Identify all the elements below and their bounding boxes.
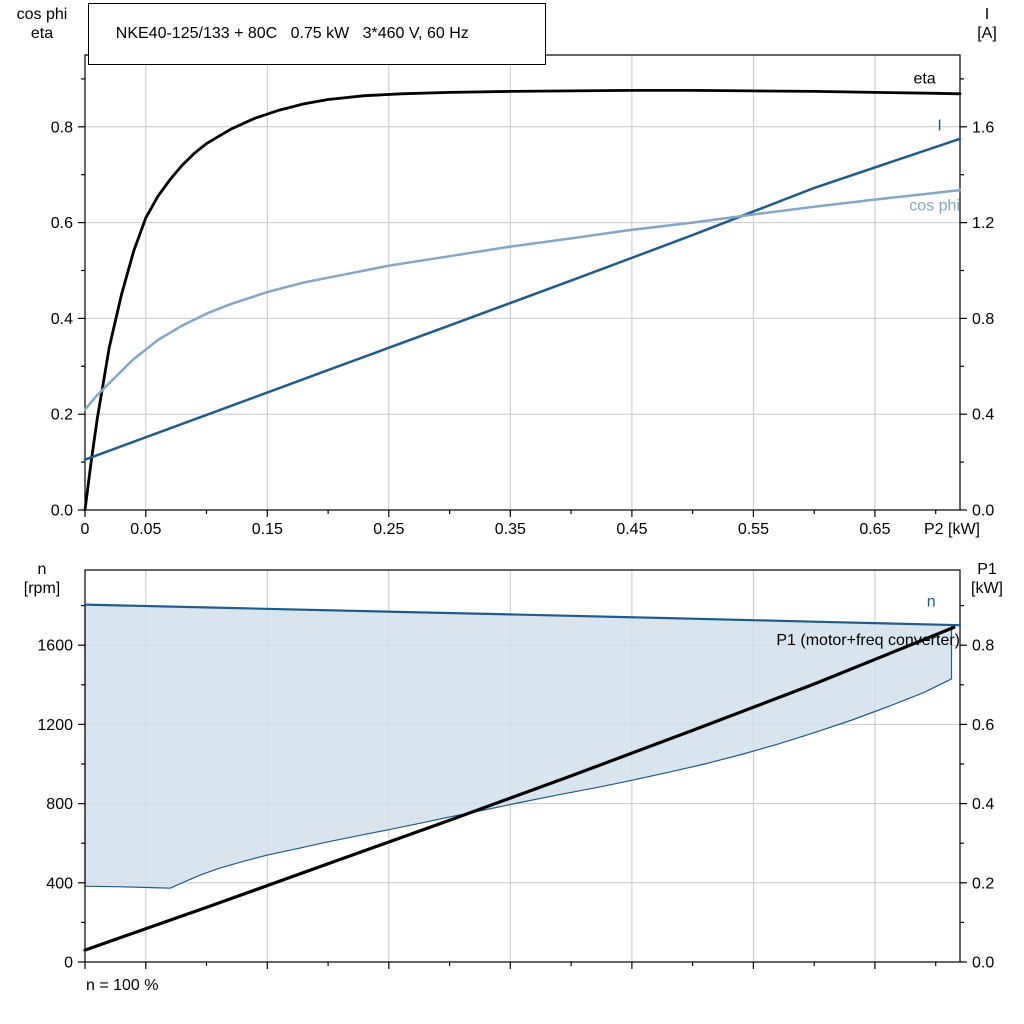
bottom-chart-left-axis-title: n [rpm] [2,560,82,598]
axis-title-line: cos phi [16,6,68,23]
series-i-label: I [937,117,941,134]
right-tick-label: 0.2 [972,875,994,892]
plot-border [84,569,961,963]
series-cos-phi-label: cos phi [909,198,960,215]
left-tick-label: 0.0 [51,503,73,520]
speed-percent-note: n = 100 % [86,977,159,994]
series-p1-label: P1 (motor+freq converter) [776,632,960,649]
right-tick-label: 0.0 [972,503,994,520]
axis-title-line: n [37,561,47,578]
left-tick-label: 400 [46,875,73,892]
left-tick-label: 0.4 [51,311,73,328]
right-tick-label: 0.4 [972,796,994,813]
axis-title-line: [A] [977,25,997,42]
axis-title-line: [kW] [971,580,1003,597]
x-tick-label: 0 [81,521,90,538]
x-tick-label: 0.65 [859,521,890,538]
series-n-curve [83,603,962,627]
right-tick-label: 0.0 [972,955,994,972]
left-tick-label: 800 [46,796,73,813]
right-tick-label: 0.6 [972,717,994,734]
x-tick-label: 0.25 [373,521,404,538]
axis-title-line: eta [30,25,54,42]
x-tick-label: 0.35 [495,521,526,538]
left-tick-label: 0.6 [51,215,73,232]
right-tick-label: 0.4 [972,407,994,424]
left-tick-label: 0.2 [51,407,73,424]
x-tick-label: 0.05 [130,521,161,538]
right-tick-label: 1.2 [972,215,994,232]
plot-border [84,54,961,511]
series-i-curve [83,137,962,461]
left-tick-label: 0.8 [51,119,73,136]
series-eta-curve [83,89,962,512]
x-tick-label: 0.45 [616,521,647,538]
chart-top: 0.0 0.2 0.4 0.6 0.8 0.0 0.4 0.8 1.2 1.6 0 0.05 0.15 0… [51,54,994,538]
axis-ticks [78,604,967,969]
chart-title: NKE40-125/133 + 80C 0.75 kW 3*460 V, 60 … [115,25,469,42]
axis-title-line: P1 [977,561,997,578]
left-tick-label: 1600 [37,638,73,655]
right-tick-label: 0.8 [972,638,994,655]
axis-title-line: [rpm] [23,580,61,597]
top-chart-right-axis-title: I [A] [954,5,1020,43]
bottom-chart-right-axis-title: P1 [kW] [954,560,1020,598]
left-tick-label: 1200 [37,717,73,734]
series-eta-label: eta [913,71,935,88]
x-tick-label: 0.15 [252,521,283,538]
gridlines [85,55,960,510]
right-tick-label: 1.6 [972,119,994,136]
top-chart-left-axis-title: cos phi eta [2,5,82,43]
series-p1-curve [83,625,956,952]
chart-title-box: NKE40-125/133 + 80C 0.75 kW 3*460 V, 60 … [88,3,546,65]
x-axis-label: P2 [kW] [924,521,980,538]
left-tick-label: 0 [64,955,73,972]
x-tick-label: 0.55 [738,521,769,538]
series-n-label: n [927,594,936,611]
axis-title-line: I [984,6,990,23]
chart-bottom: 0 400 800 1200 1600 0.0 0.2 0.4 0.6 0.8 n P1 (motor… [37,569,994,972]
axis-ticks [78,78,967,517]
right-tick-label: 0.8 [972,311,994,328]
series-cos-phi-curve [83,188,962,411]
